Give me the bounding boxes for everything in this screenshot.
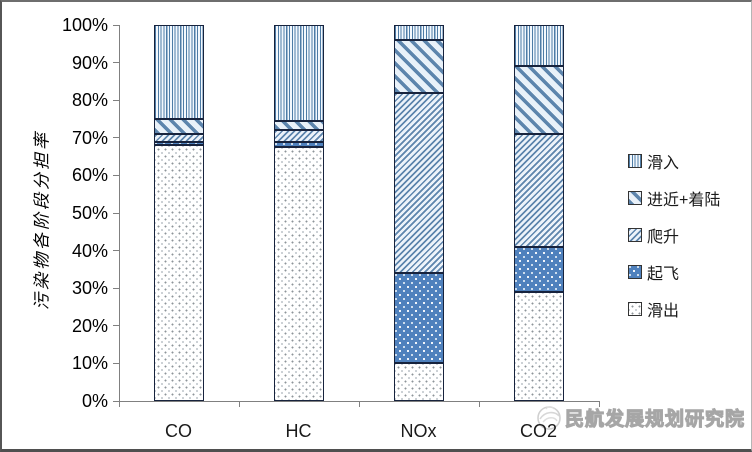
x-tick-mark	[118, 401, 120, 407]
y-tick-label: 10%	[71, 353, 108, 374]
y-tick-label: 80%	[71, 90, 108, 111]
y-tick-label: 50%	[71, 203, 108, 223]
legend-item-taxi-in: 滑入	[628, 142, 720, 179]
segment-climb-NOx	[393, 92, 444, 274]
y-tick-label: 30%	[71, 278, 108, 299]
segment-taxi-out-CO	[153, 145, 204, 401]
x-tick-mark	[598, 401, 600, 407]
legend-swatch-taxi-out-icon	[628, 301, 642, 316]
y-tick-mark	[112, 174, 119, 176]
y-tick-mark	[112, 212, 119, 214]
watermark-text: 民航发展规划研究院	[564, 408, 746, 430]
y-tick-mark	[112, 400, 119, 402]
legend-label: 滑出	[647, 302, 680, 320]
legend-label: 滑入	[647, 154, 680, 172]
y-tick-mark	[112, 250, 119, 252]
segment-takeoff-CO	[153, 141, 204, 146]
x-category-label-CO: CO	[165, 421, 192, 441]
legend-swatch-taxi-in-icon	[628, 153, 642, 168]
y-tick-mark	[112, 137, 119, 139]
segment-climb-CO2	[513, 134, 564, 247]
x-tick-mark	[238, 401, 240, 407]
segment-taxi-in-CO	[153, 25, 204, 119]
x-tick-mark	[358, 401, 360, 407]
y-tick-mark	[112, 24, 119, 26]
segment-approach-landing-CO2	[513, 66, 564, 135]
y-tick-label: 20%	[71, 315, 108, 336]
y-tick-mark	[112, 62, 119, 64]
segment-taxi-out-HC	[273, 147, 324, 401]
segment-climb-HC	[273, 130, 324, 142]
legend-item-climb: 爬升	[628, 216, 720, 253]
segment-approach-landing-CO	[153, 119, 204, 135]
segment-takeoff-HC	[273, 141, 324, 148]
legend-item-takeoff: 起飞	[628, 253, 720, 290]
segment-taxi-out-CO2	[513, 291, 564, 401]
y-tick-label: 60%	[71, 165, 108, 186]
x-category-label-NOx: NOx	[400, 421, 437, 441]
bar-CO2	[513, 25, 564, 401]
y-tick-mark	[112, 325, 119, 327]
segment-approach-landing-NOx	[393, 40, 444, 93]
watermark: 民航发展规划研究院	[533, 401, 745, 433]
segment-takeoff-NOx	[393, 273, 444, 364]
y-tick-label: 40%	[71, 240, 108, 261]
x-tick-mark	[478, 401, 480, 407]
legend-label: 爬升	[647, 228, 680, 246]
y-tick-label: 0%	[81, 391, 108, 411]
y-axis-line	[118, 25, 120, 402]
y-tick-mark	[112, 99, 119, 101]
segment-approach-landing-HC	[273, 120, 324, 131]
legend-swatch-climb-icon	[628, 227, 642, 242]
segment-taxi-in-NOx	[393, 25, 444, 41]
legend-label: 进近+着陆	[647, 191, 721, 209]
y-tick-label: 90%	[71, 52, 108, 73]
segment-climb-CO	[153, 134, 204, 142]
y-tick-label: 100%	[61, 15, 108, 35]
segment-taxi-in-CO2	[513, 25, 564, 67]
segment-takeoff-CO2	[513, 246, 564, 292]
bar-NOx	[393, 25, 444, 401]
org-logo-icon	[537, 406, 561, 430]
y-tick-label: 70%	[71, 127, 108, 148]
y-tick-mark	[112, 287, 119, 289]
legend-swatch-approach-landing-icon	[628, 190, 642, 205]
bar-HC	[273, 25, 324, 401]
x-category-label-CO2: CO2	[519, 421, 557, 441]
legend-swatch-takeoff-icon	[628, 264, 642, 279]
x-category-label-HC: HC	[285, 421, 312, 441]
segment-taxi-in-HC	[273, 25, 324, 121]
legend-item-approach-landing: 进近+着陆	[628, 179, 720, 216]
legend-label: 起飞	[647, 265, 680, 283]
y-tick-mark	[112, 362, 119, 364]
bar-CO	[153, 25, 204, 401]
legend: 滑入进近+着陆爬升起飞滑出	[628, 142, 720, 327]
segment-taxi-out-NOx	[393, 363, 444, 401]
legend-item-taxi-out: 滑出	[628, 290, 720, 327]
